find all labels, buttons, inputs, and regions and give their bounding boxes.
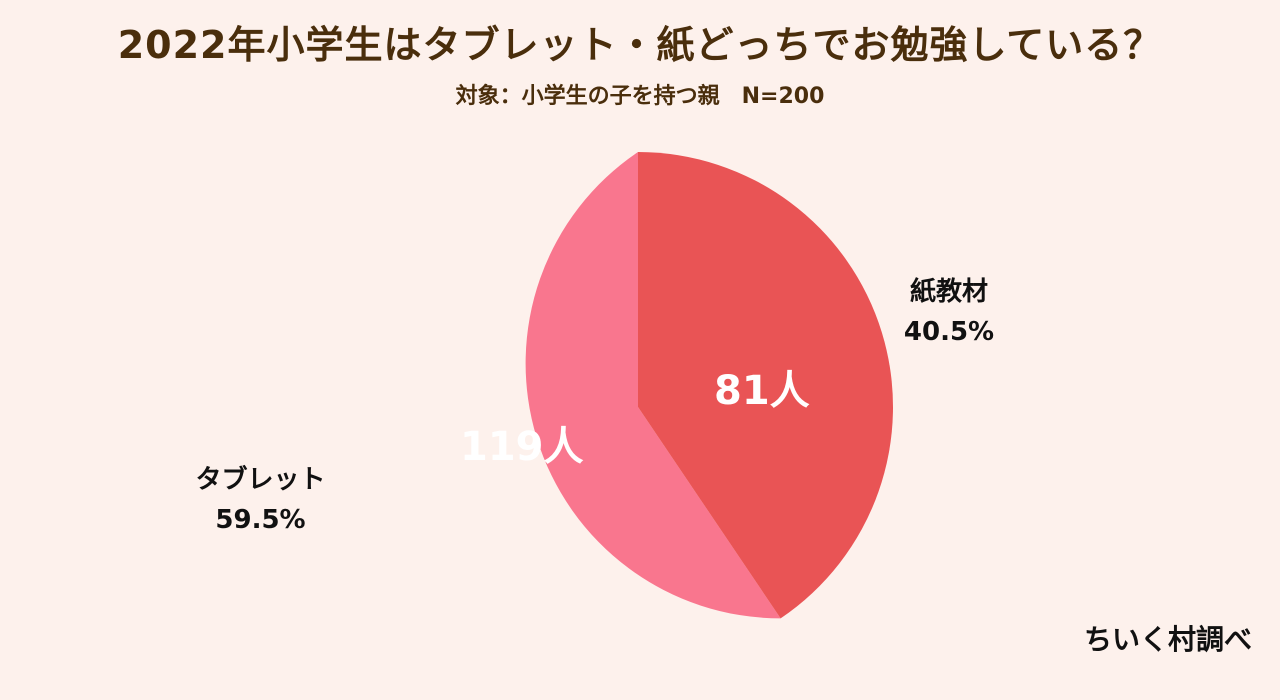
source-credit: ちいく村調べ: [1083, 623, 1252, 656]
pie-slice-tablet: [525, 152, 781, 619]
pie-slice-paper: [638, 152, 893, 619]
paper-label: 紙教材 40.5%: [884, 272, 1014, 352]
chart-subtitle: 対象：小学生の子を持つ親 N=200: [455, 84, 825, 109]
paper-name: 紙教材: [909, 277, 988, 307]
chart-title: 2022年小学生はタブレット・紙どっちでお勉強している？: [117, 23, 1163, 67]
tablet-percent: 59.5%: [215, 505, 306, 535]
tablet-label: タブレット 59.5%: [178, 460, 343, 540]
paper-count-label: 81人: [714, 368, 810, 414]
tablet-name: タブレット: [195, 465, 326, 495]
paper-percent: 40.5%: [903, 317, 995, 347]
tablet-count-label: 119人: [460, 424, 584, 470]
